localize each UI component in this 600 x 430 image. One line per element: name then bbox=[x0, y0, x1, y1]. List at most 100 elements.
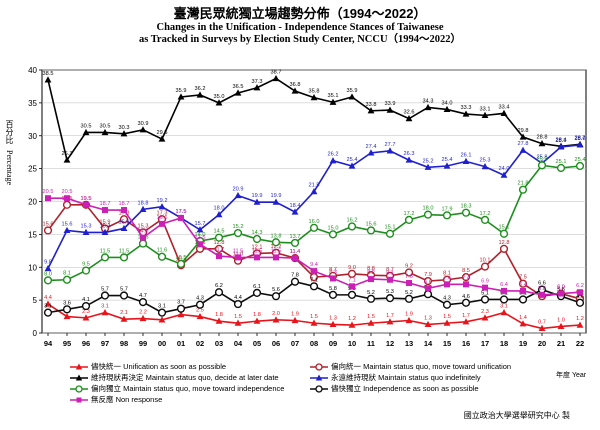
data-point-s7 bbox=[235, 254, 241, 261]
data-label-s2: 17.3 bbox=[157, 210, 168, 216]
data-point-s6 bbox=[119, 291, 129, 300]
data-label-s4: 18.0 bbox=[214, 206, 225, 212]
data-label-s6: 4.6 bbox=[462, 294, 470, 300]
data-point-s6 bbox=[328, 290, 338, 299]
data-point-s7 bbox=[254, 254, 260, 261]
legend-item-s1: 儘快統一 Unification as soon as possible bbox=[70, 362, 226, 372]
data-point-s1 bbox=[196, 312, 204, 320]
data-label-s1: 1.7 bbox=[386, 313, 394, 319]
data-label-s7: 14.5 bbox=[138, 229, 149, 235]
data-point-s3 bbox=[44, 76, 52, 83]
data-label-s3: 28.8 bbox=[537, 135, 548, 141]
data-point-s7 bbox=[539, 291, 545, 298]
data-point-s4 bbox=[158, 203, 166, 210]
data-point-s6 bbox=[385, 294, 395, 303]
data-point-s2 bbox=[404, 268, 414, 277]
data-point-s3 bbox=[177, 93, 185, 100]
data-point-s5 bbox=[442, 211, 452, 220]
x-tick-label: 97 bbox=[101, 339, 109, 348]
x-tick-label: 13 bbox=[405, 339, 413, 348]
data-point-s7 bbox=[330, 275, 336, 282]
x-tick-label: 16 bbox=[462, 339, 470, 348]
data-label-s7: 20.5 bbox=[62, 189, 73, 195]
data-label-s3: 33.9 bbox=[385, 101, 396, 107]
data-label-s4: 27.7 bbox=[385, 142, 396, 148]
data-point-s5 bbox=[214, 233, 224, 242]
data-label-s3: 32.6 bbox=[404, 110, 415, 116]
data-label-s6: 4.7 bbox=[139, 293, 147, 299]
legend-swatch-s3 bbox=[70, 374, 88, 381]
x-tick-label: 11 bbox=[367, 339, 375, 348]
data-point-s6 bbox=[404, 294, 414, 303]
data-point-s5 bbox=[556, 163, 566, 173]
data-point-s1 bbox=[291, 316, 299, 324]
data-label-s5: 25.4 bbox=[575, 157, 586, 163]
data-point-s3 bbox=[272, 74, 280, 82]
data-label-s7: 19.5 bbox=[81, 196, 92, 202]
data-label-s3: 33.8 bbox=[366, 102, 377, 108]
data-label-s2: 12.1 bbox=[252, 244, 263, 250]
data-point-s6 bbox=[271, 292, 281, 301]
data-point-s2 bbox=[62, 200, 72, 209]
data-point-s1 bbox=[557, 322, 565, 330]
legend-label-s3: 維持現狀再決定 Maintain status quo, decide at l… bbox=[91, 373, 279, 382]
data-label-s2: 8.7 bbox=[386, 267, 394, 273]
data-label-s5: 17.2 bbox=[404, 211, 415, 217]
data-point-s5 bbox=[252, 234, 262, 244]
data-point-s3 bbox=[500, 109, 508, 116]
data-point-s5 bbox=[100, 253, 110, 262]
legend-swatch-s4 bbox=[310, 374, 328, 381]
y-tick-label: 30 bbox=[28, 132, 37, 141]
legend-swatch-s1 bbox=[70, 363, 88, 370]
data-point-s2 bbox=[499, 244, 509, 253]
data-point-s5 bbox=[423, 210, 433, 219]
data-point-s6 bbox=[157, 308, 167, 317]
x-tick-label: 09 bbox=[329, 339, 337, 348]
x-tick-label: 02 bbox=[196, 339, 204, 348]
data-label-s4: 24.0 bbox=[499, 166, 510, 172]
data-label-s3: 38.7 bbox=[271, 70, 282, 76]
x-tick-label: 19 bbox=[519, 339, 527, 348]
data-point-s2 bbox=[461, 273, 471, 282]
series-s6: 3.1 3.6 4.1 5.7 5.7 4.7 3.1 3.7 4.3 6.2 4.4 6.1 5.6 7… bbox=[43, 273, 585, 317]
data-label-s3: 35.8 bbox=[309, 89, 320, 95]
data-point-s4 bbox=[196, 226, 204, 233]
data-label-s6: 6.1 bbox=[253, 284, 261, 290]
data-point-s4 bbox=[462, 157, 470, 164]
data-point-s6 bbox=[252, 288, 262, 297]
data-label-s6: 5.7 bbox=[120, 287, 128, 293]
data-point-s1 bbox=[481, 314, 489, 321]
legend-swatch-s2 bbox=[310, 363, 328, 371]
data-point-s4 bbox=[234, 191, 242, 199]
data-label-s3: 35.1 bbox=[328, 93, 339, 99]
x-tick-label: 95 bbox=[63, 339, 71, 348]
data-point-s7 bbox=[463, 281, 469, 288]
data-point-s1 bbox=[158, 316, 166, 323]
data-point-s6 bbox=[366, 294, 376, 303]
data-point-s6 bbox=[214, 288, 224, 297]
legend-label-s6: 儘快獨立 Independence as soon as possible bbox=[331, 384, 479, 393]
data-label-s4: 25.8 bbox=[537, 154, 548, 160]
data-label-s7: 17.5 bbox=[176, 209, 187, 215]
data-point-s7 bbox=[159, 220, 165, 227]
data-point-s5 bbox=[271, 238, 281, 247]
data-label-s7: 8.3 bbox=[329, 269, 337, 275]
data-point-s2 bbox=[214, 244, 224, 253]
data-point-s3 bbox=[82, 128, 90, 136]
data-point-s6 bbox=[442, 300, 452, 309]
data-label-s5: 13.8 bbox=[271, 233, 282, 239]
data-label-s5: 15.1 bbox=[385, 225, 396, 231]
data-point-s6 bbox=[176, 304, 186, 313]
data-label-s7: 5.8 bbox=[538, 286, 546, 292]
data-point-s5 bbox=[404, 215, 414, 225]
data-label-s6: 6.6 bbox=[538, 281, 546, 287]
data-point-s4 bbox=[424, 163, 432, 170]
data-point-s3 bbox=[215, 99, 223, 106]
data-label-s6: 4.1 bbox=[82, 297, 90, 303]
data-label-s1: 1.5 bbox=[443, 314, 451, 320]
data-label-s4: 25.3 bbox=[480, 158, 491, 164]
data-label-s5: 25.1 bbox=[556, 159, 567, 165]
data-point-s6 bbox=[423, 290, 433, 299]
data-label-s6: 4.4 bbox=[234, 295, 242, 301]
data-label-s6: 5.6 bbox=[557, 287, 565, 293]
